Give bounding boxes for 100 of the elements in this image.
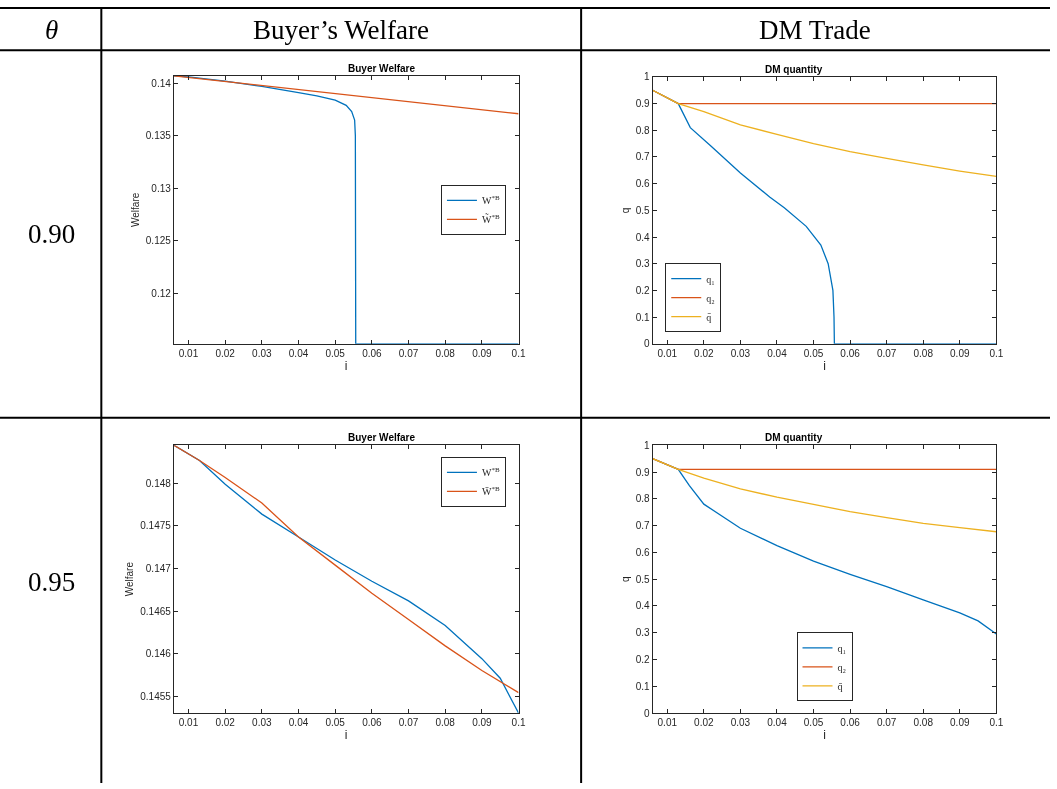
- x-tick-label: 0.09: [472, 347, 493, 359]
- y-tick-label: 1: [644, 71, 651, 83]
- x-tick-label: 0.07: [876, 717, 897, 729]
- x-axis-title: i: [823, 728, 826, 743]
- y-tick-label: 0.9: [635, 98, 651, 110]
- legend-label: W$^{*B}$: [481, 466, 500, 479]
- chart-title: Buyer Welfare: [348, 63, 416, 74]
- x-tick-label: 0.02: [215, 717, 236, 729]
- x-tick-label: 0.06: [840, 347, 861, 359]
- x-tick-label: 0.1: [989, 717, 1004, 729]
- y-tick-label: 1: [644, 439, 651, 451]
- y-axis-title: Welfare: [124, 561, 136, 597]
- y-axis-title: q: [619, 207, 631, 214]
- x-axis-title: i: [823, 358, 826, 373]
- y-tick-label: 0.12: [151, 287, 172, 299]
- legend-label: q₁: [837, 642, 846, 654]
- legend-label: W̄$^{*B}$: [481, 485, 500, 498]
- x-tick-label: 0.1: [511, 717, 526, 729]
- x-tick-label: 0.05: [803, 717, 824, 729]
- x-tick-label: 0.01: [657, 347, 678, 359]
- chart-title: DM quantity: [765, 432, 823, 443]
- x-tick-label: 0.08: [913, 717, 934, 729]
- y-tick-label: 0.4: [635, 600, 651, 612]
- x-axis-title: i: [344, 358, 348, 373]
- y-tick-label: 0.7: [635, 151, 651, 163]
- y-tick-label: 0.8: [635, 493, 651, 505]
- legend-label: q̄: [837, 680, 843, 692]
- y-tick-label: 0.7: [635, 520, 651, 532]
- y-tick-label: 0: [644, 338, 651, 350]
- x-tick-label: 0.03: [730, 717, 751, 729]
- x-tick-label: 0.02: [694, 347, 715, 359]
- x-tick-label: 0.08: [913, 347, 934, 359]
- x-tick-label: 0.09: [950, 717, 970, 729]
- x-tick-label: 0.04: [767, 347, 788, 359]
- y-tick-label: 0.1455: [140, 690, 172, 702]
- legend-label: q₁: [706, 273, 715, 285]
- x-tick-label: 0.06: [362, 347, 383, 359]
- x-axis-title: i: [344, 728, 348, 743]
- x-tick-label: 0.06: [362, 717, 383, 729]
- x-tick-label: 0.1: [989, 347, 1004, 359]
- x-tick-label: 0.04: [767, 717, 788, 729]
- legend-label: q₂: [706, 292, 715, 304]
- y-tick-label: 0.1: [635, 311, 651, 323]
- x-tick-label: 0.1: [511, 347, 526, 359]
- legend-label: W̃$^{*B}$: [481, 213, 500, 226]
- x-tick-label: 0.04: [288, 347, 309, 359]
- text: θ: [45, 15, 59, 45]
- x-tick-label: 0.02: [215, 347, 236, 359]
- y-tick-label: 0.125: [145, 235, 172, 247]
- y-tick-label: 0.1475: [140, 520, 172, 532]
- text: 0.95: [28, 567, 76, 597]
- y-tick-label: 0.13: [151, 182, 172, 194]
- x-tick-label: 0.08: [435, 717, 456, 729]
- line-series: [652, 457, 997, 533]
- chart-title: DM quantity: [765, 64, 823, 75]
- y-tick-label: 0.6: [635, 178, 651, 190]
- x-tick-label: 0.01: [657, 717, 678, 729]
- y-tick-label: 0.6: [635, 546, 651, 558]
- x-tick-label: 0.03: [252, 717, 273, 729]
- x-tick-label: 0.07: [398, 717, 419, 729]
- y-tick-label: 0.2: [635, 284, 651, 296]
- x-tick-label: 0.03: [730, 347, 751, 359]
- x-tick-label: 0.02: [694, 717, 715, 729]
- x-tick-label: 0.04: [288, 717, 309, 729]
- y-tick-label: 0.9: [635, 466, 651, 478]
- y-tick-label: 0.3: [635, 627, 651, 639]
- x-tick-label: 0.05: [325, 347, 346, 359]
- y-tick-label: 0.148: [145, 477, 172, 489]
- x-tick-label: 0.03: [252, 347, 273, 359]
- legend-label: W$^{*B}$: [481, 194, 500, 207]
- text: DM Trade: [759, 15, 871, 45]
- x-tick-label: 0.05: [803, 347, 824, 359]
- chart-title: Buyer Welfare: [348, 432, 416, 443]
- text: Buyer’s Welfare: [253, 15, 430, 45]
- x-tick-label: 0.09: [472, 717, 493, 729]
- y-tick-label: 0.14: [151, 77, 172, 89]
- legend-label: q̄: [706, 311, 712, 323]
- y-tick-label: 0.146: [145, 648, 172, 660]
- x-tick-label: 0.06: [840, 717, 861, 729]
- y-axis-title: q: [619, 576, 631, 582]
- y-axis-title: Welfare: [129, 192, 141, 227]
- y-tick-label: 0.1: [635, 680, 651, 692]
- legend-label: q₂: [837, 661, 846, 673]
- x-tick-label: 0.07: [398, 347, 419, 359]
- x-tick-label: 0.07: [876, 347, 897, 359]
- y-tick-label: 0.4: [635, 231, 651, 243]
- y-tick-label: 0.147: [145, 563, 172, 575]
- y-tick-label: 0: [644, 707, 651, 719]
- x-tick-label: 0.05: [325, 717, 346, 729]
- text: 0.90: [28, 219, 76, 249]
- x-tick-label: 0.01: [178, 717, 199, 729]
- x-tick-label: 0.09: [950, 347, 970, 359]
- y-tick-label: 0.8: [635, 124, 651, 136]
- y-tick-label: 0.5: [635, 204, 651, 216]
- y-tick-label: 0.2: [635, 654, 651, 666]
- x-tick-label: 0.01: [178, 347, 199, 359]
- y-tick-label: 0.3: [635, 258, 651, 270]
- y-tick-label: 0.135: [145, 130, 172, 142]
- y-tick-label: 0.5: [635, 573, 651, 585]
- y-tick-label: 0.1465: [140, 605, 172, 617]
